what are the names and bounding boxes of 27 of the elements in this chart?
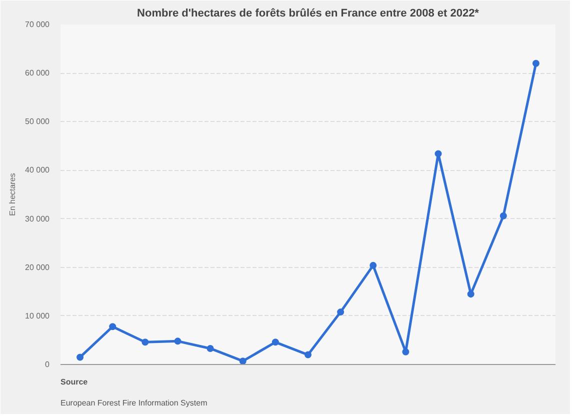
point bbox=[500, 212, 507, 220]
y-tick-label: 70 000 bbox=[25, 20, 50, 29]
point bbox=[304, 351, 312, 358]
y-tick-label: 0 bbox=[45, 360, 50, 369]
text: Source bbox=[60, 378, 88, 386]
y-axis-title: En hectares bbox=[8, 173, 18, 216]
point bbox=[76, 354, 84, 361]
point bbox=[467, 290, 474, 298]
chart-title: Nombre d'hectares de forêts brûlés en France entre 2008 et 2022* bbox=[137, 8, 480, 20]
point bbox=[206, 344, 214, 352]
y-tick-label: 40 000 bbox=[25, 166, 50, 175]
point bbox=[142, 338, 149, 346]
point bbox=[402, 348, 410, 356]
y-tick-label: 50 000 bbox=[25, 117, 50, 126]
point bbox=[174, 338, 182, 345]
y-tick-label: 20 000 bbox=[25, 262, 50, 272]
point bbox=[434, 150, 442, 158]
point bbox=[239, 358, 246, 364]
point bbox=[370, 262, 377, 269]
point bbox=[109, 323, 116, 330]
point bbox=[272, 338, 279, 346]
y-tick-label: 60 000 bbox=[25, 68, 50, 78]
y-tick-label: 30 000 bbox=[25, 214, 50, 224]
point bbox=[532, 60, 540, 67]
text: European Forest Fire Information System bbox=[60, 398, 208, 408]
point bbox=[337, 308, 344, 316]
y-tick-label: 10 000 bbox=[25, 311, 50, 320]
